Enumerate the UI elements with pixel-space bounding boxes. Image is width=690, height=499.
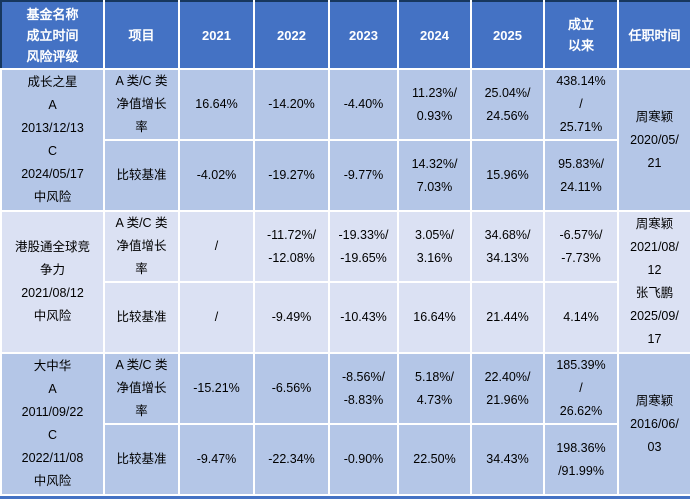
value-cell: -6.57%/ -7.73% xyxy=(543,210,619,283)
value-cell: -22.34% xyxy=(253,423,330,496)
value-cell: -9.49% xyxy=(253,281,330,354)
value-cell: -14.20% xyxy=(253,68,330,141)
value-cell: / xyxy=(178,210,255,283)
table-header-row: 基金名称 成立时间 风险评级 项目 2021 2022 2023 2024 20… xyxy=(0,0,690,70)
value-cell: -4.02% xyxy=(178,139,255,212)
value-cell: -8.56%/ -8.83% xyxy=(328,352,399,425)
value-cell: -6.56% xyxy=(253,352,330,425)
tenure-cell: 周寒颖 2016/06/ 03 xyxy=(617,352,690,496)
value-cell: 16.64% xyxy=(397,281,472,354)
value-cell: 438.14% / 25.71% xyxy=(543,68,619,141)
next-table-row-cutoff xyxy=(0,496,690,499)
value-cell: 198.36% /91.99% xyxy=(543,423,619,496)
header-cell-year-2023: 2023 xyxy=(328,0,399,70)
table-row: 比较基准 / -9.49% -10.43% 16.64% 21.44% 4.14… xyxy=(1,281,690,354)
value-cell: 25.04%/ 24.56% xyxy=(470,68,545,141)
value-cell: 95.83%/ 24.11% xyxy=(543,139,619,212)
value-cell: 14.32%/ 7.03% xyxy=(397,139,472,212)
header-cell-since-inception: 成立 以来 xyxy=(543,0,619,70)
value-cell: -0.90% xyxy=(328,423,399,496)
value-cell: 21.44% xyxy=(470,281,545,354)
value-cell: -19.27% xyxy=(253,139,330,212)
value-cell: -15.21% xyxy=(178,352,255,425)
table-row: 港股通全球竞 争力 2021/08/12 中风险 A 类/C 类 净值增长 率 … xyxy=(0,210,690,354)
table-row: 比较基准 -4.02% -19.27% -9.77% 14.32%/ 7.03%… xyxy=(1,139,690,212)
item-cell: A 类/C 类 净值增长 率 xyxy=(103,210,180,283)
value-cell: 5.18%/ 4.73% xyxy=(397,352,472,425)
item-cell: A 类/C 类 净值增长 率 xyxy=(103,352,180,425)
tenure-cell: 周寒颖 2021/08/ 12 张飞鹏 2025/09/ 17 xyxy=(617,210,690,354)
header-cell-year-2024: 2024 xyxy=(397,0,472,70)
value-cell: 22.50% xyxy=(397,423,472,496)
item-cell: 比较基准 xyxy=(103,423,180,496)
value-cell: -9.47% xyxy=(178,423,255,496)
item-cell: 比较基准 xyxy=(103,281,180,354)
item-cell: A 类/C 类 净值增长 率 xyxy=(103,68,180,141)
table-row: 比较基准 -9.47% -22.34% -0.90% 22.50% 34.43%… xyxy=(1,423,690,496)
table-row: 大中华 A 2011/09/22 C 2022/11/08 中风险 A 类/C … xyxy=(0,352,690,496)
header-cell-tenure: 任职时间 xyxy=(617,0,690,70)
value-cell: -10.43% xyxy=(328,281,399,354)
fund-name-cell: 大中华 A 2011/09/22 C 2022/11/08 中风险 xyxy=(0,352,105,496)
value-cell: 16.64% xyxy=(178,68,255,141)
tenure-cell: 周寒颖 2020/05/ 21 xyxy=(617,68,690,212)
header-cell-fund-info: 基金名称 成立时间 风险评级 xyxy=(0,0,105,70)
value-cell: 34.68%/ 34.13% xyxy=(470,210,545,283)
value-cell: 11.23%/ 0.93% xyxy=(397,68,472,141)
value-cell: -4.40% xyxy=(328,68,399,141)
header-cell-year-2025: 2025 xyxy=(470,0,545,70)
value-cell: / xyxy=(178,281,255,354)
value-cell: 185.39% / 26.62% xyxy=(543,352,619,425)
fund-name-cell: 成长之星 A 2013/12/13 C 2024/05/17 中风险 xyxy=(0,68,105,212)
table-row: 成长之星 A 2013/12/13 C 2024/05/17 中风险 A 类/C… xyxy=(0,68,690,212)
value-cell: -11.72%/ -12.08% xyxy=(253,210,330,283)
value-cell: 15.96% xyxy=(470,139,545,212)
value-cell: 22.40%/ 21.96% xyxy=(470,352,545,425)
header-cell-year-2021: 2021 xyxy=(178,0,255,70)
value-cell: -9.77% xyxy=(328,139,399,212)
header-cell-item: 项目 xyxy=(103,0,180,70)
item-cell: 比较基准 xyxy=(103,139,180,212)
value-cell: 3.05%/ 3.16% xyxy=(397,210,472,283)
header-cell-year-2022: 2022 xyxy=(253,0,330,70)
value-cell: 34.43% xyxy=(470,423,545,496)
value-cell: -19.33%/ -19.65% xyxy=(328,210,399,283)
fund-name-cell: 港股通全球竞 争力 2021/08/12 中风险 xyxy=(0,210,105,354)
value-cell: 4.14% xyxy=(543,281,619,354)
